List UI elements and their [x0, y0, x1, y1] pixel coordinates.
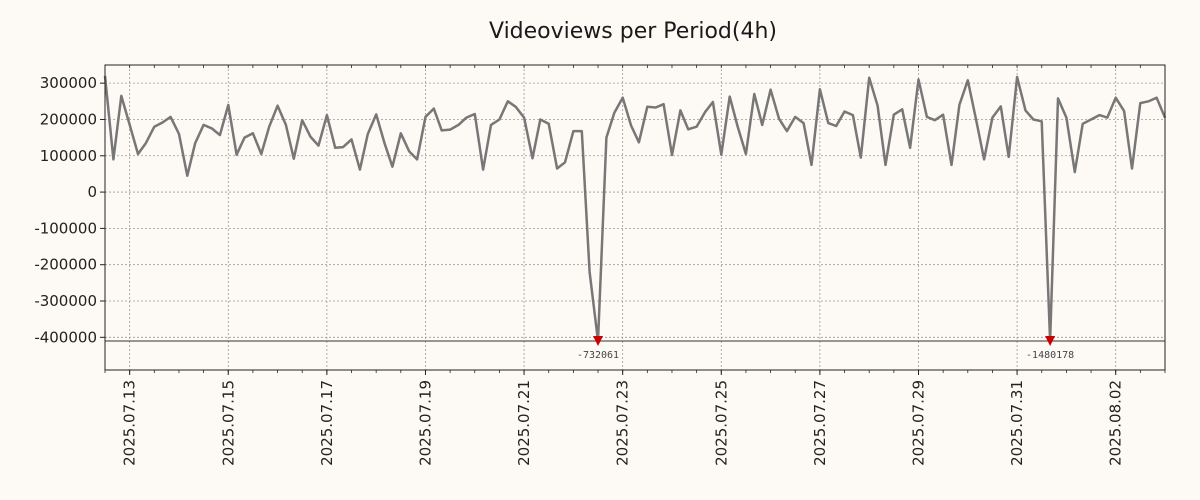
x-tick-label: 2025.08.02 [1107, 380, 1125, 466]
x-tick-label: 2025.07.19 [416, 380, 434, 466]
x-tick-label: 2025.07.13 [121, 380, 139, 466]
x-tick-label: 2025.07.15 [219, 380, 237, 466]
clip-marker [1045, 335, 1056, 346]
grid-lines [105, 65, 1165, 370]
y-tick-label: -200000 [34, 256, 97, 274]
x-tick-label: 2025.07.23 [614, 380, 632, 466]
y-tick-label: 200000 [40, 110, 97, 128]
x-tick-label: 2025.07.21 [515, 380, 533, 466]
x-tick-label: 2025.07.31 [1008, 380, 1026, 466]
chart-title: Videoviews per Period(4h) [489, 19, 777, 44]
y-tick-label: 300000 [40, 74, 97, 92]
x-tick-label: 2025.07.27 [811, 380, 829, 466]
x-axis-ticks: 2025.07.13 2025.07.15 2025.07.17 2025.07.19… [104, 65, 1166, 466]
y-tick-label: 100000 [40, 147, 97, 165]
y-tick-label: -300000 [34, 292, 97, 310]
clip-value-label: -1480178 [1026, 350, 1074, 361]
x-tick-label: 2025.07.25 [712, 380, 730, 466]
y-tick-label: -100000 [34, 219, 97, 237]
clip-value-label: -732061 [577, 350, 619, 361]
y-tick-label: 0 [87, 183, 97, 201]
y-axis-ticks: 300000 200000 100000 0 -100000 -200000 -300000… [34, 74, 105, 346]
clip-markers: -732061 -1480178 [577, 335, 1074, 361]
y-tick-label: -400000 [34, 328, 97, 346]
series-line [103, 75, 1167, 343]
x-tick-label: 2025.07.29 [909, 380, 927, 466]
x-tick-label: 2025.07.17 [318, 380, 336, 466]
clip-marker [593, 335, 604, 346]
plot-frame [104, 64, 1166, 371]
series-layer [103, 75, 1167, 343]
